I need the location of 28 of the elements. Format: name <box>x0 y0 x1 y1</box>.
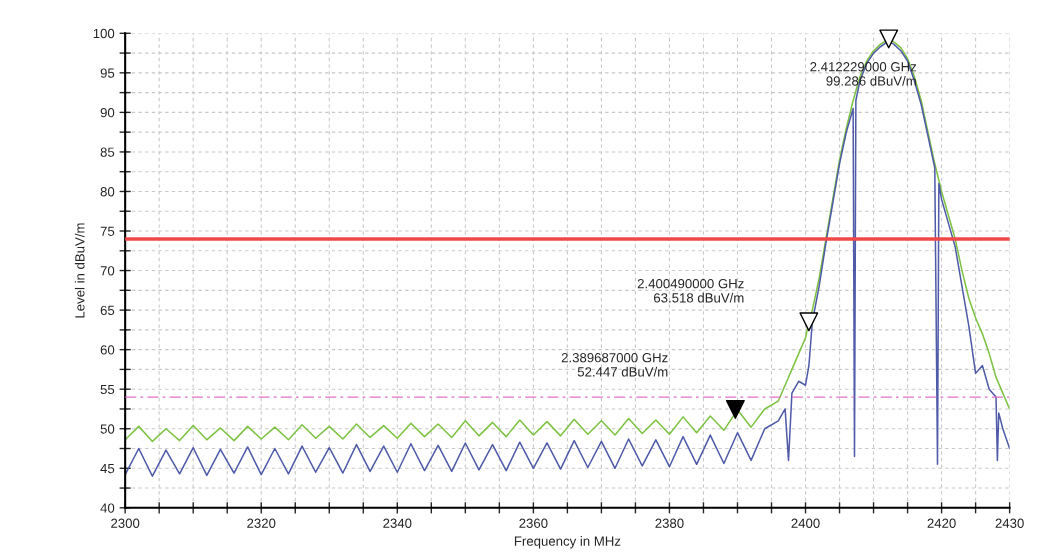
point <box>879 29 899 49</box>
point <box>725 399 745 419</box>
annotation: 2.400490000 GHz 63.518 dBuV/m <box>637 278 744 303</box>
y-tick-label: 50 <box>100 424 115 434</box>
point <box>799 312 819 332</box>
x-tick-label: 2380 <box>655 518 684 528</box>
y-tick-label: 60 <box>100 345 115 355</box>
x-tick-label: 2340 <box>383 518 412 528</box>
y-tick-label: 40 <box>100 503 115 513</box>
y-tick-label: 100 <box>93 28 115 39</box>
y-tick-label: 95 <box>100 68 115 78</box>
y-tick-label: 85 <box>100 147 115 157</box>
x-tick-label: 2360 <box>519 518 548 528</box>
y-tick-label: 45 <box>100 463 115 474</box>
annotation: 2.389687000 GHz 52.447 dBuV/m <box>561 353 668 377</box>
x-tick-label: 2320 <box>247 518 276 528</box>
y-tick-label: 55 <box>100 384 115 395</box>
y-axis-title: Level in dBuV/m <box>74 223 85 318</box>
x-tick-label: 2430 <box>995 518 1024 528</box>
y-tick-label: 65 <box>100 305 115 316</box>
x-axis-title: Frequency in MHz <box>514 536 621 549</box>
y-tick-label: 70 <box>100 266 115 276</box>
y-tick-label: 75 <box>100 226 115 236</box>
y-tick-label: 90 <box>100 107 115 118</box>
x-tick-label: 2300 <box>111 518 140 528</box>
y-tick-label: 80 <box>100 187 115 197</box>
x-tick-label: 2420 <box>927 518 956 528</box>
x-tick-label: 2400 <box>791 518 820 528</box>
